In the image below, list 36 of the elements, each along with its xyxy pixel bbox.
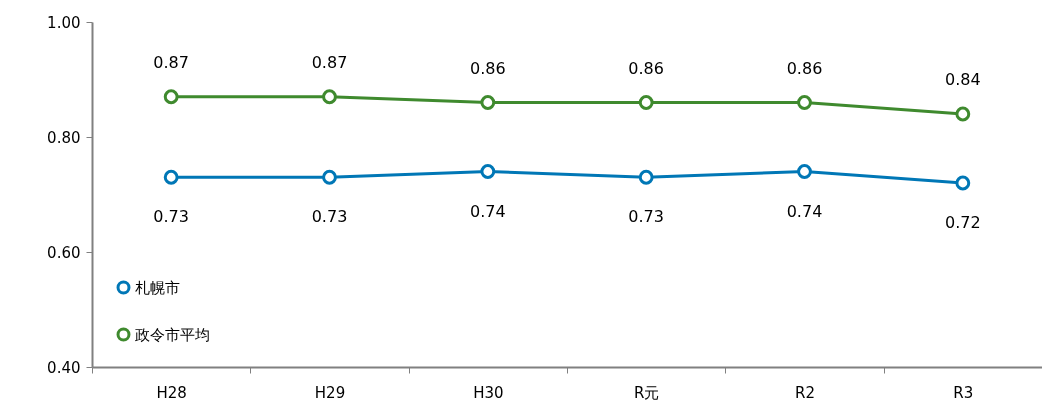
x-tick-label: R2: [795, 383, 815, 402]
point: [163, 169, 179, 185]
point: [480, 164, 496, 179]
data-label: 0.74: [470, 201, 506, 221]
point: [638, 169, 654, 185]
data-label: 0.73: [153, 207, 189, 227]
x-tick-label: H28: [156, 383, 187, 402]
data-label: 0.86: [628, 58, 664, 78]
x-tick-label: R元: [633, 383, 660, 402]
data-label: 0.73: [311, 207, 348, 227]
legend-label: 政令市平均: [135, 325, 210, 344]
data-label: 0.86: [470, 58, 506, 78]
x-tick-label: R3: [953, 383, 974, 402]
data-label: 0.84: [945, 70, 981, 89]
point: [322, 89, 337, 105]
point: [955, 106, 971, 122]
data-label: 0.72: [945, 213, 981, 232]
data-label: 0.86: [786, 58, 823, 78]
x-tick-label: H29: [314, 383, 346, 402]
data-label: 0.74: [786, 201, 823, 221]
point: [322, 169, 337, 185]
data-label: 0.87: [311, 52, 348, 72]
point: [480, 95, 496, 110]
x-tick-label: H30: [473, 383, 504, 402]
legend-label: 札幌市: [135, 278, 180, 297]
point: [955, 175, 971, 191]
point: [797, 164, 812, 179]
point: [638, 95, 654, 110]
y-tick-label: 0.60: [47, 243, 81, 262]
data-label: 0.87: [153, 52, 189, 72]
data-label: 0.73: [628, 207, 664, 227]
point: [797, 95, 812, 110]
y-tick-label: 1.00: [47, 13, 81, 32]
point: [163, 89, 179, 105]
y-tick-label: 0.40: [47, 358, 81, 377]
y-tick-label: 0.80: [47, 128, 81, 147]
